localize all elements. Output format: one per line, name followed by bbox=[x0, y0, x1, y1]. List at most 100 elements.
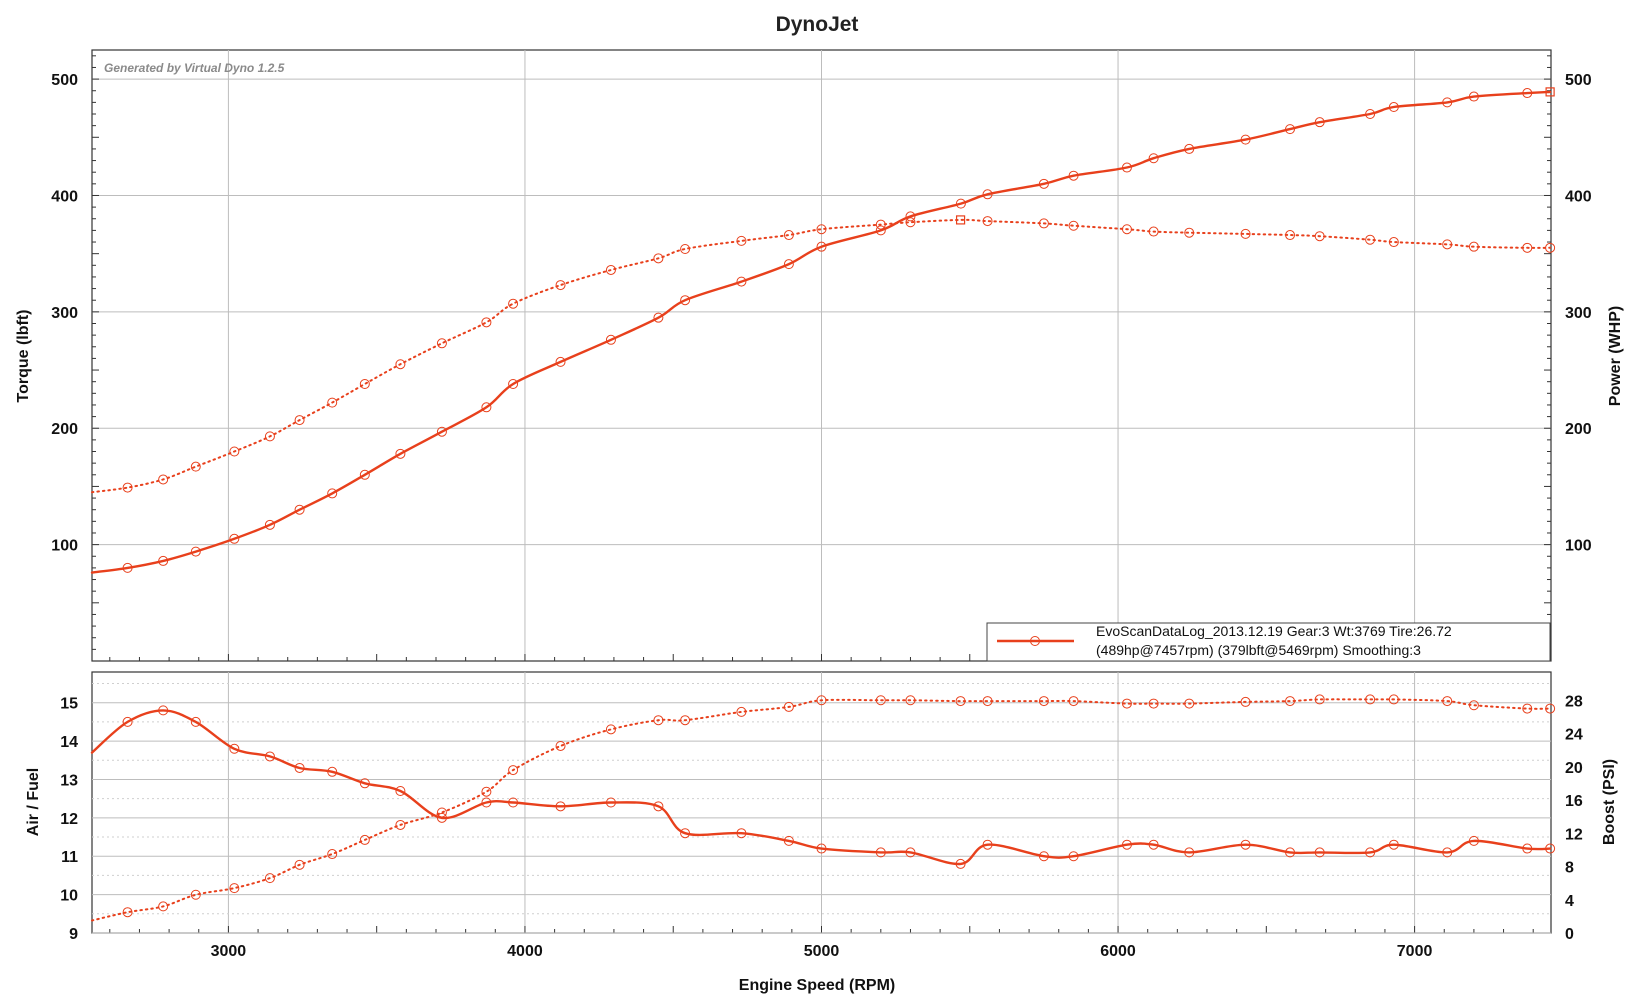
air-fuel-series-point bbox=[1442, 847, 1453, 858]
air-fuel-series-point bbox=[875, 847, 886, 858]
boost-series-point bbox=[1365, 694, 1376, 705]
air-fuel-series-point bbox=[605, 797, 616, 808]
left-axis-label-torque: Torque (lbft) bbox=[15, 309, 32, 402]
right-tick-label-300: 300 bbox=[1565, 305, 1592, 322]
boost-series-point bbox=[653, 715, 664, 726]
air-fuel-series-point bbox=[653, 801, 664, 812]
torque-series-point bbox=[1121, 224, 1132, 235]
boost-series-point bbox=[229, 883, 240, 894]
boost-series-point bbox=[680, 715, 691, 726]
air-fuel-series-point bbox=[327, 766, 338, 777]
boost-series-point bbox=[1148, 698, 1159, 709]
power-series-point bbox=[229, 533, 240, 544]
air-fuel-series-point bbox=[816, 843, 827, 854]
boost-series-point bbox=[190, 889, 201, 900]
power-series-point bbox=[955, 198, 966, 209]
air-fuel-series-point bbox=[1388, 839, 1399, 850]
air-fuel-series-point bbox=[190, 716, 201, 727]
boost-tick-label-28: 28 bbox=[1565, 693, 1583, 710]
power-series-peak-marker bbox=[1545, 87, 1555, 97]
boost-series-point bbox=[555, 740, 566, 751]
boost-tick-label-20: 20 bbox=[1565, 760, 1583, 777]
power-series-point bbox=[680, 295, 691, 306]
right-tick-label-200: 200 bbox=[1565, 421, 1592, 438]
boost-tick-label-0: 0 bbox=[1565, 926, 1574, 943]
power-series-point bbox=[327, 488, 338, 499]
torque-series-point bbox=[653, 253, 664, 264]
air-fuel-series-point bbox=[1285, 847, 1296, 858]
power-series-point bbox=[1184, 143, 1195, 154]
top-tick-labels: 3000 4000 5000 6000 700010020030040050010020… bbox=[51, 72, 1592, 960]
torque-series-point bbox=[1285, 230, 1296, 241]
boost-series-point bbox=[783, 701, 794, 712]
chart-title: DynoJet bbox=[776, 13, 859, 36]
air-fuel-series-point bbox=[680, 828, 691, 839]
air-fuel-series-point bbox=[436, 812, 447, 823]
boost-tick-label-8: 8 bbox=[1565, 860, 1574, 877]
air-fuel-series-point bbox=[508, 797, 519, 808]
air-fuel-series-line bbox=[90, 709, 1552, 866]
power-series-point bbox=[436, 426, 447, 437]
power-series-point bbox=[1442, 97, 1453, 108]
torque-series-point bbox=[1184, 227, 1195, 238]
boost-series-point bbox=[508, 765, 519, 776]
air-fuel-series-point bbox=[1038, 851, 1049, 862]
bottom-tick-labels: 9 10 11 12 13 14 15 0 4 8 12 16 20 24 28 bbox=[60, 693, 1583, 943]
air-fuel-series-point bbox=[1522, 843, 1533, 854]
power-series-point bbox=[1314, 117, 1325, 128]
boost-series-point bbox=[1068, 696, 1079, 707]
power-series-point bbox=[190, 546, 201, 557]
torque-series-point bbox=[1522, 242, 1533, 253]
power-series-point bbox=[395, 448, 406, 459]
boost-tick-label-4: 4 bbox=[1565, 893, 1574, 910]
air-fuel-series-point bbox=[783, 835, 794, 846]
af-tick-label-12: 12 bbox=[60, 811, 78, 828]
boost-series-point bbox=[1121, 698, 1132, 709]
torque-series-peak-marker bbox=[955, 215, 966, 225]
legend-text-line2: (489hp@7457rpm) (379lbft@5469rpm) Smooth… bbox=[1096, 642, 1421, 658]
bottom-series-group bbox=[90, 694, 1556, 922]
power-series-point bbox=[1522, 88, 1533, 99]
right-tick-label-500: 500 bbox=[1565, 72, 1592, 89]
air-fuel-series-point bbox=[955, 858, 966, 869]
af-tick-label-15: 15 bbox=[60, 696, 78, 713]
power-series-point bbox=[1121, 162, 1132, 173]
air-fuel-series-point bbox=[359, 778, 370, 789]
right-axis-label-boost: Boost (PSI) bbox=[1601, 759, 1618, 845]
torque-series-point bbox=[1240, 228, 1251, 239]
power-series-point bbox=[605, 334, 616, 345]
boost-series-point bbox=[955, 696, 966, 707]
boost-series-point bbox=[1388, 694, 1399, 705]
air-fuel-series-point bbox=[395, 785, 406, 796]
boost-series-point bbox=[1468, 700, 1479, 711]
torque-series-point bbox=[555, 280, 566, 291]
boost-series-point bbox=[1545, 703, 1556, 714]
air-fuel-series-point bbox=[264, 751, 275, 762]
af-tick-label-10: 10 bbox=[60, 888, 78, 905]
right-tick-label-400: 400 bbox=[1565, 188, 1592, 205]
boost-series-point bbox=[359, 834, 370, 845]
power-series-point bbox=[1285, 124, 1296, 135]
power-series-point bbox=[481, 402, 492, 413]
boost-series-point bbox=[264, 873, 275, 884]
air-fuel-series-point bbox=[905, 847, 916, 858]
boost-series-point bbox=[605, 724, 616, 735]
boost-series-point bbox=[1184, 698, 1195, 709]
air-fuel-series-point bbox=[158, 705, 169, 716]
air-fuel-series-point bbox=[294, 762, 305, 773]
torque-series-point bbox=[605, 264, 616, 275]
boost-tick-label-24: 24 bbox=[1565, 727, 1583, 744]
boost-series-point bbox=[736, 706, 747, 717]
air-fuel-series-point bbox=[1121, 839, 1132, 850]
torque-series-point bbox=[736, 235, 747, 246]
power-series-point bbox=[816, 241, 827, 252]
air-fuel-series-point bbox=[1068, 851, 1079, 862]
torque-series-point bbox=[1148, 226, 1159, 237]
top-series-group bbox=[90, 87, 1556, 574]
af-tick-label-13: 13 bbox=[60, 772, 78, 789]
torque-series-point bbox=[481, 317, 492, 328]
af-tick-label-9: 9 bbox=[69, 926, 78, 943]
legend-marker bbox=[1030, 636, 1040, 646]
torque-series-point bbox=[1388, 237, 1399, 248]
air-fuel-series-point bbox=[229, 743, 240, 754]
